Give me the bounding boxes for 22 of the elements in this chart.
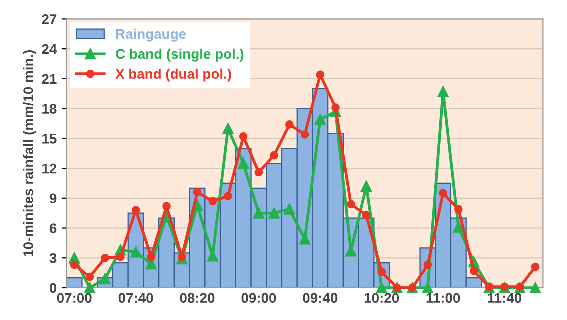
legend-label: C band (single pol.) bbox=[116, 48, 244, 62]
x-tick-label: 09:40 bbox=[303, 293, 338, 304]
y-tick-label: 18 bbox=[42, 104, 57, 114]
x-tick-label: 09:00 bbox=[242, 293, 276, 304]
y-tick-label: 15 bbox=[42, 134, 57, 144]
x-tick-label: 08:20 bbox=[180, 293, 215, 304]
y-axis-title: 10-minites rainfall (mm/10 min.) bbox=[23, 50, 36, 257]
x-tick-label: 11:40 bbox=[488, 293, 522, 304]
y-tick-label: 3 bbox=[50, 253, 57, 264]
y-tick-label: 24 bbox=[42, 44, 58, 54]
legend-label: Raingauge bbox=[116, 28, 186, 42]
x-tick-label: 07:40 bbox=[118, 293, 154, 304]
y-tick-label: 9 bbox=[50, 194, 57, 204]
legend-label: X band (dual pol.) bbox=[116, 68, 232, 82]
y-tick-label: 27 bbox=[42, 14, 57, 24]
x-tick-label: 07:00 bbox=[57, 293, 92, 304]
y-tick-label: 21 bbox=[42, 74, 57, 84]
x-tick-label: 11:00 bbox=[426, 293, 460, 304]
y-tick-label: 12 bbox=[42, 164, 57, 174]
x-tick-label: 10:20 bbox=[364, 293, 400, 304]
y-tick-label: 0 bbox=[50, 283, 57, 294]
y-tick-label: 6 bbox=[50, 224, 57, 234]
